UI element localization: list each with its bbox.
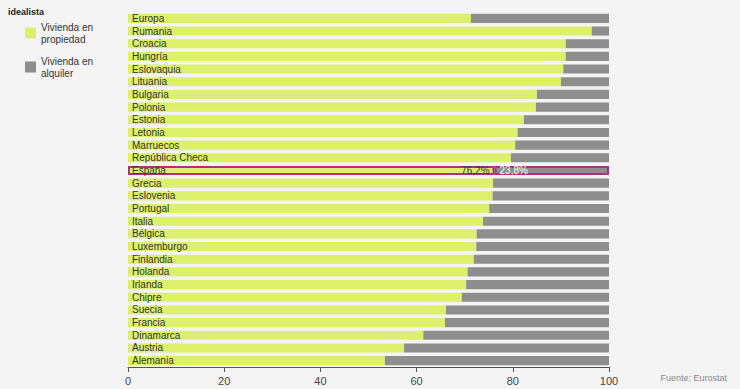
- svg-text:Rumania: Rumania: [132, 26, 172, 37]
- svg-text:Vivienda en: Vivienda en: [41, 22, 96, 33]
- svg-text:Eslovaquia: Eslovaquia: [132, 64, 181, 75]
- svg-text:Bélgica: Bélgica: [132, 228, 165, 239]
- svg-text:20: 20: [218, 375, 230, 387]
- svg-text:España: España: [132, 165, 166, 176]
- svg-text:40: 40: [314, 375, 326, 387]
- svg-text:60: 60: [410, 375, 422, 387]
- svg-text:Chipre: Chipre: [132, 292, 162, 303]
- svg-text:Estonia: Estonia: [132, 114, 166, 125]
- svg-text:Marruecos: Marruecos: [132, 140, 179, 151]
- svg-text:propiedad: propiedad: [41, 34, 85, 45]
- svg-text:23,8%: 23,8%: [500, 165, 528, 176]
- svg-text:Lituania: Lituania: [132, 76, 167, 87]
- svg-text:Eslovenia: Eslovenia: [132, 190, 176, 201]
- svg-text:80: 80: [507, 375, 519, 387]
- svg-text:Bulgaria: Bulgaria: [132, 89, 169, 100]
- svg-text:Holanda: Holanda: [132, 266, 170, 277]
- svg-text:0: 0: [125, 375, 131, 387]
- svg-text:Francia: Francia: [132, 317, 166, 328]
- svg-text:100: 100: [600, 375, 618, 387]
- svg-text:Irlanda: Irlanda: [132, 279, 163, 290]
- svg-text:Polonia: Polonia: [132, 102, 166, 113]
- svg-text:Alemania: Alemania: [132, 355, 174, 366]
- svg-text:Europa: Europa: [132, 13, 165, 24]
- svg-text:Croacia: Croacia: [132, 38, 167, 49]
- svg-text:Austria: Austria: [132, 342, 164, 353]
- svg-text:Vivienda en: Vivienda en: [41, 56, 96, 67]
- svg-text:Dinamarca: Dinamarca: [132, 330, 181, 341]
- svg-text:Suecia: Suecia: [132, 304, 163, 315]
- svg-text:Portugal: Portugal: [132, 203, 169, 214]
- svg-text:República Checa: República Checa: [132, 152, 209, 163]
- svg-text:idealista: idealista: [8, 7, 45, 17]
- svg-text:Grecia: Grecia: [132, 178, 162, 189]
- svg-text:Hungría: Hungría: [132, 51, 168, 62]
- svg-text:Fuente: Eurostat: Fuente: Eurostat: [660, 373, 727, 383]
- svg-text:alquiler: alquiler: [41, 68, 74, 79]
- svg-text:Finlandia: Finlandia: [132, 254, 173, 265]
- svg-text:Italia: Italia: [132, 216, 154, 227]
- svg-text:76,2%: 76,2%: [461, 165, 489, 176]
- svg-text:Luxemburgo: Luxemburgo: [132, 241, 188, 252]
- svg-text:Letonia: Letonia: [132, 127, 165, 138]
